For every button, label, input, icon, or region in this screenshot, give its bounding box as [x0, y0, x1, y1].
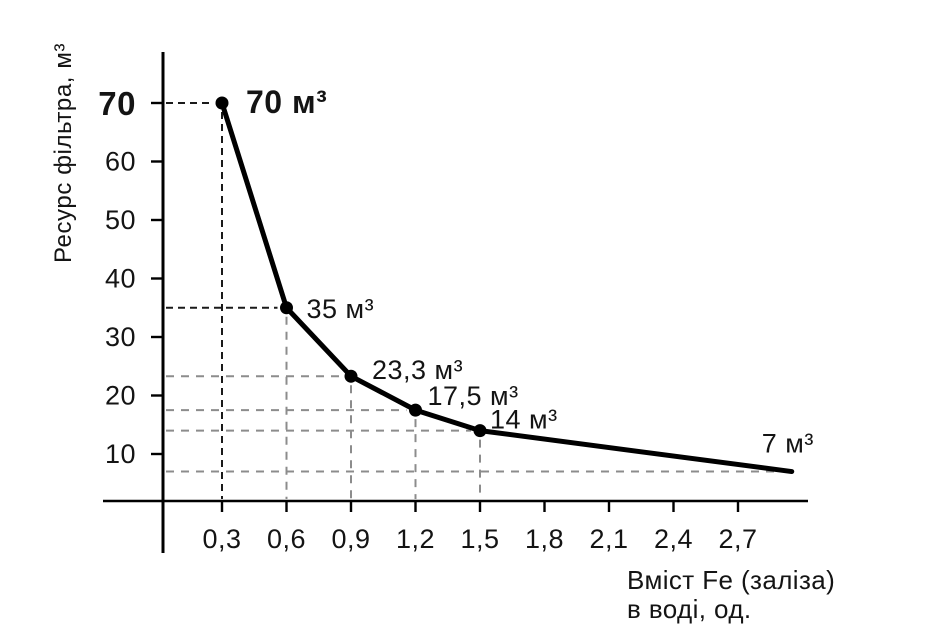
x-tick-label: 2,1 — [589, 524, 628, 554]
point-label: 70 м³ — [246, 84, 327, 120]
point-label: 7 м³ — [762, 429, 814, 459]
y-tick-label: 30 — [105, 322, 136, 352]
y-tick-label: 60 — [105, 147, 136, 177]
data-point — [280, 301, 293, 315]
x-tick-label: 0,3 — [202, 524, 241, 554]
resource-curve — [219, 100, 795, 475]
data-point — [344, 369, 358, 383]
data-point — [473, 424, 487, 438]
y-tick-label: 40 — [105, 264, 136, 294]
x-tick-label: 0,9 — [331, 524, 370, 554]
data-point — [409, 403, 422, 417]
data-point — [215, 96, 229, 110]
point-label: 23,3 м³ — [372, 355, 463, 385]
x-tick-label: 1,5 — [460, 524, 499, 554]
point-label: 17,5 м³ — [428, 381, 519, 411]
x-axis-title-line-1: Вміст Fe (заліза) — [627, 565, 836, 595]
y-axis-title: Ресурс фільтра, м³ — [50, 42, 77, 264]
point-label: 35 м³ — [307, 294, 375, 324]
x-axis-title-line-2: в воді, од. — [627, 594, 752, 624]
x-tick-label: 0,6 — [267, 524, 306, 554]
x-tick-label: 2,4 — [654, 524, 693, 554]
y-tick-label: 50 — [105, 205, 136, 235]
y-tick-label: 20 — [105, 381, 136, 411]
y-tick-label: 10 — [105, 439, 136, 469]
y-tick-label: 70 — [98, 85, 136, 122]
x-tick-label: 1,2 — [396, 524, 435, 554]
point-label: 14 м³ — [490, 405, 558, 435]
x-tick-label: 1,8 — [525, 524, 564, 554]
x-tick-label: 2,7 — [718, 524, 757, 554]
x-axis-title: Вміст Fe (заліза) в воді, од. — [627, 566, 835, 624]
